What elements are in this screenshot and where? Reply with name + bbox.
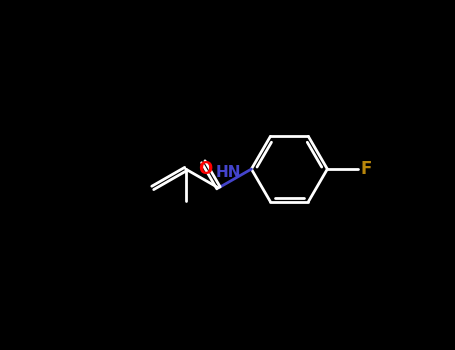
Text: O: O (198, 160, 212, 178)
Text: HN: HN (216, 165, 242, 180)
Text: F: F (361, 160, 372, 178)
